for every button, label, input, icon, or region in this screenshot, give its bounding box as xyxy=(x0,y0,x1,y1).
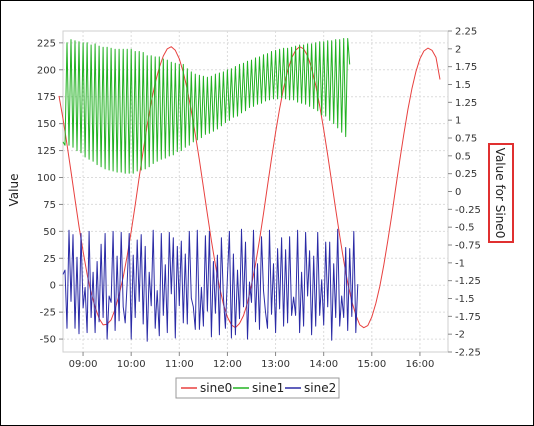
y-right-tick-label: -1 xyxy=(455,258,465,269)
y-right-tick-label: 1.75 xyxy=(455,62,477,73)
series-line-sine2 xyxy=(62,228,359,342)
x-tick-label: 12:00 xyxy=(213,359,242,370)
y-right-tick-label: 1 xyxy=(455,116,461,127)
axes: -50 -25 0 25 50 75 100 125 150 175 200 225 -2.25 -2 -1… xyxy=(37,27,481,371)
y-right-tick-label: -0.75 xyxy=(455,241,481,252)
y-right-tick-label: -1.75 xyxy=(455,312,481,323)
x-tick-label: 14:00 xyxy=(309,359,338,370)
y-left-tick-label: 200 xyxy=(37,65,56,76)
legend-label-sine2: sine2 xyxy=(304,381,336,395)
y-left-tick-label: 125 xyxy=(37,146,56,157)
y-right-tick-label: 1.5 xyxy=(455,80,471,91)
y-right-tick-label: 0 xyxy=(455,187,461,198)
x-tick-label: 15:00 xyxy=(357,359,386,370)
x-tick-label: 10:00 xyxy=(117,359,146,370)
y-right-tick-label: -1.5 xyxy=(455,294,475,305)
x-tick-label: 16:00 xyxy=(406,359,435,370)
y-right-tick-label: 0.25 xyxy=(455,169,477,180)
y-right-tick-label: 0.75 xyxy=(455,134,477,145)
y-left-tick-label: 225 xyxy=(37,38,56,49)
y-left-tick-label: -50 xyxy=(40,335,56,346)
y-right-tick-label: 2 xyxy=(455,44,461,55)
y-left-tick-label: 0 xyxy=(50,281,56,292)
y-right-tick-label: 2.25 xyxy=(455,27,477,38)
legend: sine0 sine1 sine2 xyxy=(175,377,340,399)
y-axis-label-right: Value for Sine0 xyxy=(493,148,507,239)
y-left-tick-label: -25 xyxy=(40,308,56,319)
y-right-tick-label: -2.25 xyxy=(455,348,481,359)
y-right-tick-label: -0.5 xyxy=(455,223,475,234)
y-right-tick-label: 0.5 xyxy=(455,151,471,162)
y-right-tick-label: -0.25 xyxy=(455,205,481,216)
y-right-tick-label: -2 xyxy=(455,330,465,341)
y-axis-label-left: Value xyxy=(7,174,21,207)
y-left-tick-label: 175 xyxy=(37,92,56,103)
y-right-tick-label: 1.25 xyxy=(455,98,477,109)
legend-box xyxy=(175,377,340,399)
legend-label-sine1: sine1 xyxy=(252,381,284,395)
x-tick-label: 09:00 xyxy=(69,359,98,370)
y-left-tick-label: 50 xyxy=(43,227,56,238)
y-left-tick-label: 150 xyxy=(37,119,56,130)
series-line-sine1 xyxy=(62,38,351,174)
x-tick-label: 13:00 xyxy=(261,359,290,370)
legend-label-sine0: sine0 xyxy=(200,381,232,395)
y-left-tick-label: 100 xyxy=(37,173,56,184)
plot-area xyxy=(62,30,449,353)
y-left-tick-label: 25 xyxy=(43,254,56,265)
series-layer xyxy=(58,38,441,342)
y-right-tick-label: -1.25 xyxy=(455,276,481,287)
y-left-tick-label: 75 xyxy=(43,200,56,211)
x-tick-label: 11:00 xyxy=(165,359,194,370)
right-axis-label-highlight xyxy=(488,143,514,243)
